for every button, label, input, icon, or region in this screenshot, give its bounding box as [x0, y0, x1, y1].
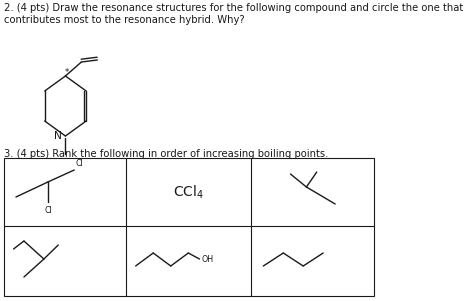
- Text: Cl: Cl: [44, 206, 52, 215]
- Text: 2. (4 pts) Draw the resonance structures for the following compound and circle t: 2. (4 pts) Draw the resonance structures…: [4, 3, 463, 25]
- Text: 3. (4 pts) Rank the following in order of increasing boiling points.: 3. (4 pts) Rank the following in order o…: [4, 149, 328, 159]
- Text: OH: OH: [201, 255, 213, 263]
- Text: N: N: [54, 131, 62, 141]
- Text: CCl$_4$: CCl$_4$: [173, 183, 204, 201]
- Bar: [4, 158, 374, 296]
- Text: *: *: [65, 67, 69, 76]
- Text: Cl: Cl: [76, 159, 83, 168]
